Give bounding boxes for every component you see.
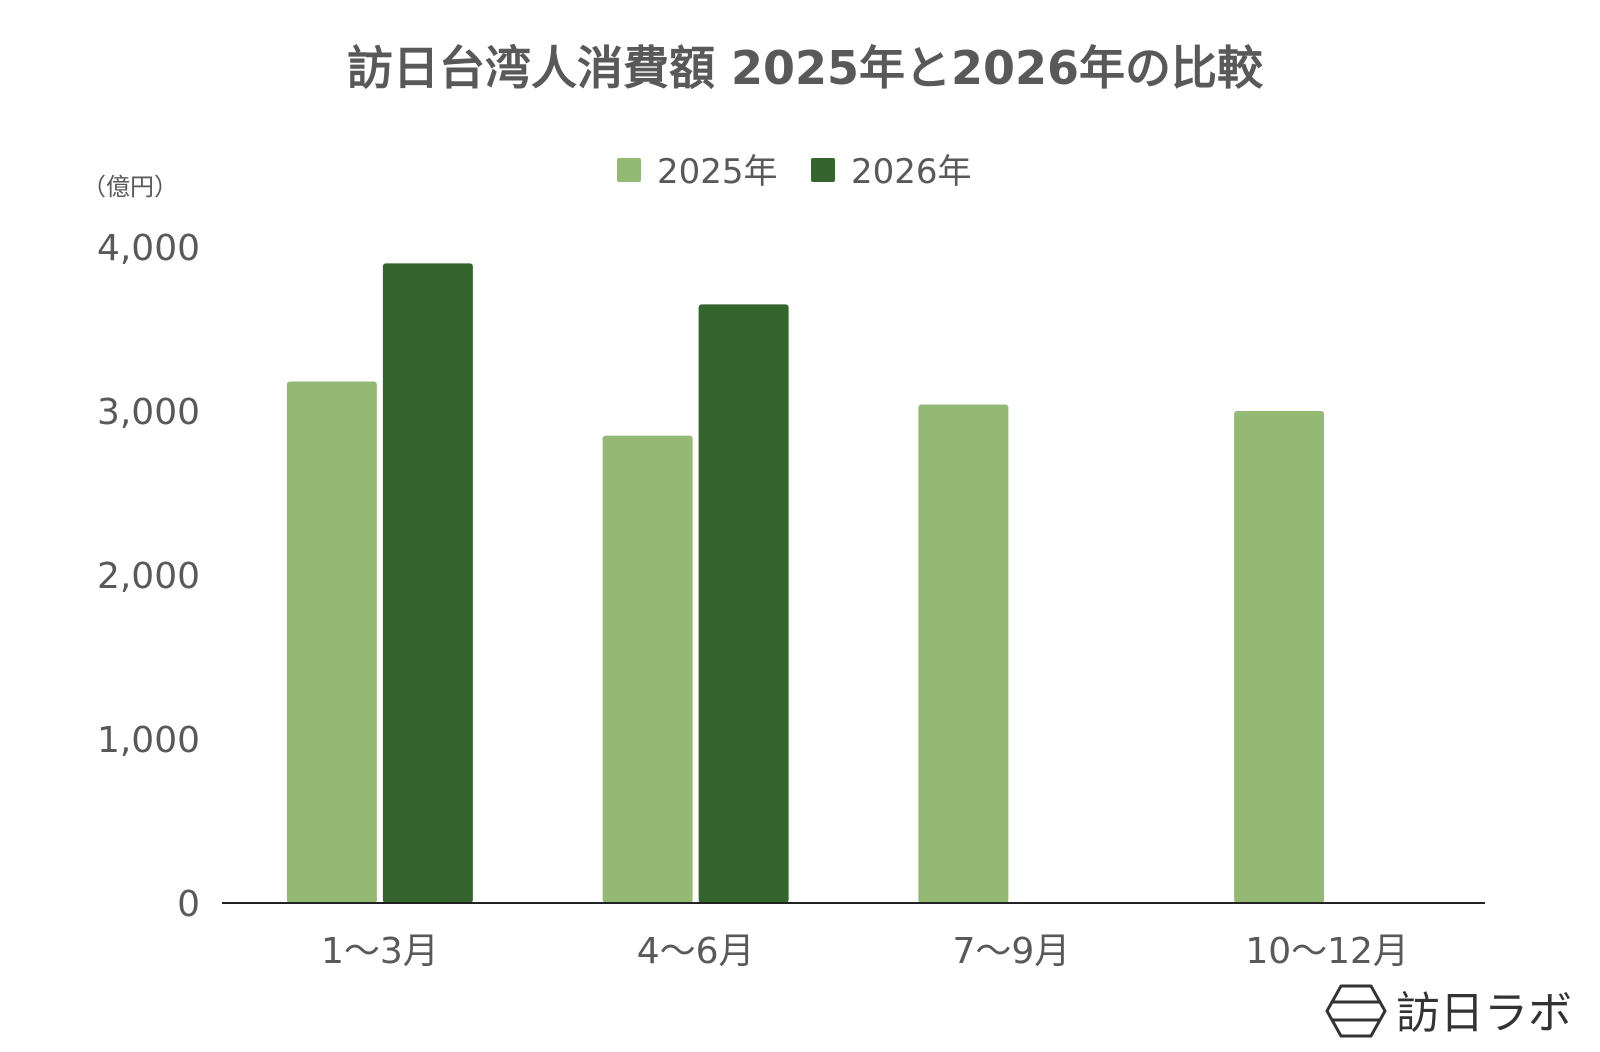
bar-series1-cat2 [602,435,693,903]
bar-series1-cat3 [918,404,1009,903]
legend-label-2025: 2025年 [657,152,778,192]
y-tick-label: 0 [177,884,200,925]
legend-label-2026: 2026年 [851,152,972,192]
x-axis-labels: 1〜3月 4〜6月 7〜9月 10〜12月 [321,931,1409,972]
legend: 2025年 2026年 [617,152,972,192]
bar-series2-cat1 [382,263,473,903]
y-tick-label: 2,000 [97,556,200,597]
y-tick-label: 3,000 [97,392,200,433]
bar-series1-cat4 [1234,411,1325,903]
hexagon-logo-icon [1325,984,1387,1038]
chart-title: 訪日台湾人消費額 2025年と2026年の比較 [347,41,1264,95]
y-axis-ticks: 0 1,000 2,000 3,000 4,000 [97,228,200,925]
bars [286,263,1325,904]
x-tick-label: 4〜6月 [637,931,755,972]
legend-swatch-2025 [617,158,641,182]
x-tick-label: 10〜12月 [1245,931,1409,972]
brand-logo: 訪日ラボ [1325,984,1572,1039]
y-axis-unit-label: （億円） [82,173,178,201]
bar-series2-cat2 [698,304,789,903]
y-tick-label: 1,000 [97,720,200,761]
x-tick-label: 1〜3月 [321,931,439,972]
brand-name: 訪日ラボ [1396,988,1572,1039]
y-tick-label: 4,000 [97,228,200,269]
x-tick-label: 7〜9月 [952,931,1070,972]
bar-series1-cat1 [286,381,377,904]
legend-swatch-2026 [811,158,835,182]
